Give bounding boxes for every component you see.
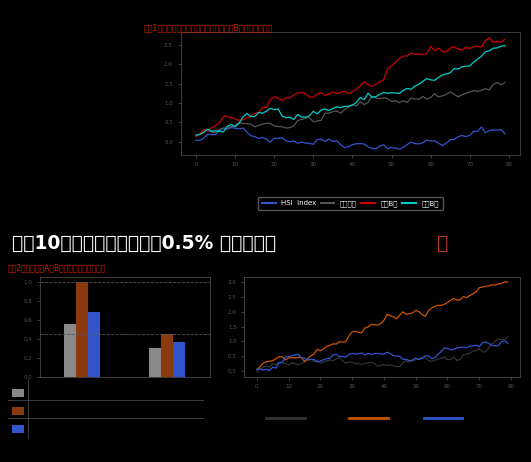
Text: 图表2：沪市同含A、B股股票近一月相对走势: 图表2：沪市同含A、B股股票近一月相对走势 <box>8 263 106 272</box>
Bar <box>12 425 24 433</box>
Bar <box>64 324 76 377</box>
Bar <box>12 407 24 415</box>
Text: 图表1：近一月上证综指、恒生指数、沪深B股指数相对走势: 图表1：近一月上证综指、恒生指数、沪深B股指数相对走势 <box>143 23 272 32</box>
Text: 平: 平 <box>436 234 447 253</box>
Legend: HSI  Index, 上证指数, 上海B指, 深证B指: HSI Index, 上证指数, 上海B指, 深证B指 <box>258 196 443 210</box>
Bar <box>161 334 173 377</box>
Bar <box>173 341 185 377</box>
Bar <box>88 312 100 377</box>
Text: 美国10月领先经济指数下降0.5% 逊于预估水: 美国10月领先经济指数下降0.5% 逊于预估水 <box>12 234 277 253</box>
Bar <box>76 282 88 377</box>
Bar <box>149 348 161 377</box>
Bar <box>12 389 24 397</box>
